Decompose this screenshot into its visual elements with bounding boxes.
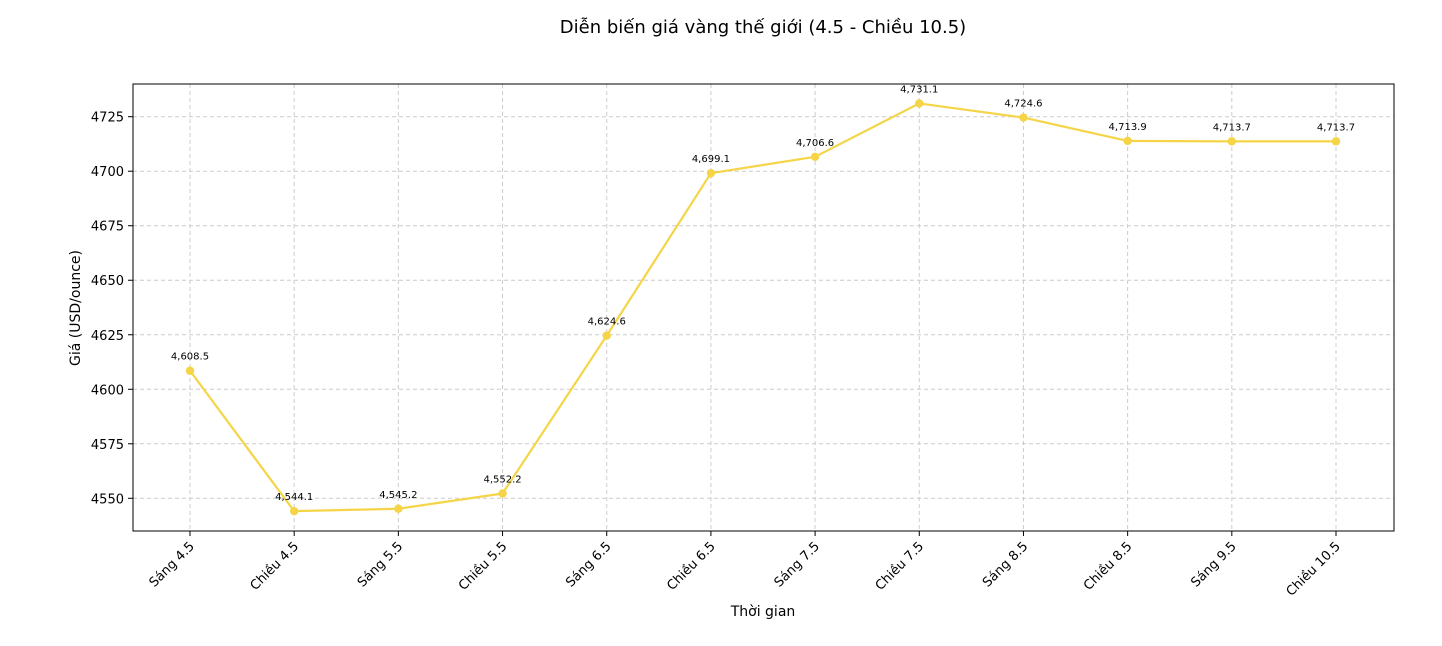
y-tick-label: 4725 [91, 111, 124, 126]
x-tick-label: Chiều 10.5 [1284, 539, 1344, 599]
x-tick-label: Sáng 5.5 [355, 539, 406, 590]
series-line-layer [189, 102, 1336, 513]
data-point [915, 99, 924, 108]
data-point [810, 152, 820, 162]
plot-area-frame [132, 83, 1395, 532]
y-tick-label: 4550 [91, 492, 124, 507]
x-tick-label: Chiều 8.5 [1081, 539, 1135, 593]
data-point [706, 168, 716, 178]
data-point [602, 331, 611, 340]
data-label: 4,699.1 [692, 154, 730, 165]
data-point [185, 366, 195, 375]
data-label: 4,724.6 [1004, 99, 1042, 110]
y-tick-label: 4575 [91, 438, 124, 453]
data-point [394, 504, 403, 513]
data-point [1331, 137, 1341, 146]
x-tick-label: Chiều 6.5 [664, 539, 718, 593]
chart-title: Diễn biến giá vàng thế giới (4.5 - Chiều… [560, 17, 966, 38]
x-tick-label: Sáng 9.5 [1188, 539, 1239, 590]
y-tick-label: 4700 [91, 165, 124, 180]
y-tick-label: 4625 [91, 329, 124, 344]
y-tick-label: 4600 [91, 383, 124, 398]
data-label: 4,608.5 [171, 352, 209, 363]
y-tick-label: 4675 [91, 220, 124, 235]
x-axis-title: Thời gian [730, 604, 796, 620]
data-label: 4,706.6 [796, 138, 834, 149]
x-tick-label: Chiều 5.5 [456, 539, 510, 593]
x-tick-label: Chiều 4.5 [248, 539, 302, 593]
data-label: 4,713.7 [1213, 122, 1251, 133]
x-tick-label: Sáng 8.5 [980, 539, 1031, 590]
data-point [289, 506, 299, 516]
series-line [189, 102, 1336, 513]
data-label: 4,731.1 [900, 84, 938, 95]
data-label: 4,552.2 [483, 474, 521, 485]
x-tick-label: Sáng 6.5 [563, 539, 614, 590]
data-label: 4,713.7 [1317, 122, 1355, 133]
data-label: 4,544.1 [275, 492, 313, 503]
x-tick-label: Sáng 4.5 [147, 539, 198, 590]
y-axis: 4550 4575 4600 4625 4650 4675 4700 4725 [91, 111, 133, 507]
x-tick-label: Sáng 7.5 [772, 539, 823, 590]
data-label: 4,624.6 [588, 317, 626, 328]
y-tick-label: 4650 [91, 274, 124, 289]
x-tick-label: Chiều 7.5 [873, 539, 927, 593]
data-point [1019, 113, 1028, 122]
y-axis-title: Giá (USD/ounce) [68, 250, 84, 366]
data-points [185, 99, 1341, 516]
data-labels: 4,608.5 4,544.1 4,545.2 4,552.2 4,624.6 4,699… [171, 84, 1355, 503]
data-label: 4,545.2 [379, 490, 417, 501]
data-point [498, 489, 507, 498]
x-axis: Sáng 4.5 Chiều 4.5 Sáng 5.5 Chiều 5.5 Sáng 6… [147, 531, 1344, 600]
grid [133, 84, 1394, 531]
data-point [1123, 136, 1132, 146]
data-point [1227, 137, 1237, 146]
data-label: 4,713.9 [1109, 122, 1147, 133]
